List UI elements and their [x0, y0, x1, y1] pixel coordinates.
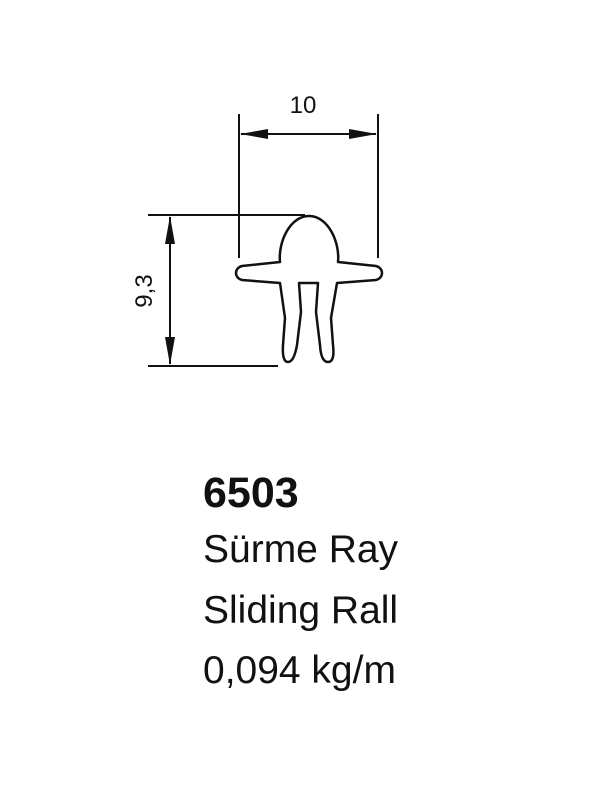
product-weight: 0,094 kg/m: [203, 649, 396, 692]
width-arrow-right: [349, 129, 377, 139]
sliding-rail-profile: [234, 214, 384, 364]
profile-technical-drawing: 10 9,3: [131, 92, 384, 367]
height-arrow-top: [165, 216, 175, 244]
height-arrow-bottom: [165, 337, 175, 365]
product-code: 6503: [203, 469, 299, 517]
product-name-turkish: Sürme Ray: [203, 528, 399, 571]
height-dimension-label: 9,3: [131, 274, 158, 307]
width-dimension-label: 10: [290, 92, 317, 119]
width-arrow-left: [240, 129, 268, 139]
product-name-english: Sliding Rall: [203, 589, 399, 632]
